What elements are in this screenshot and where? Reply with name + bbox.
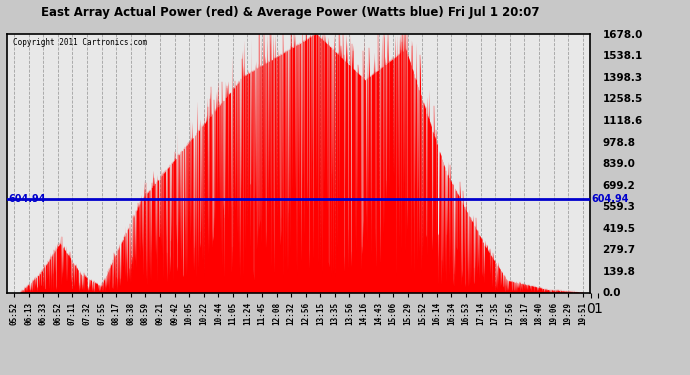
Text: Copyright 2011 Cartronics.com: Copyright 2011 Cartronics.com [12, 38, 147, 46]
Text: 604.94: 604.94 [8, 194, 46, 204]
Text: East Array Actual Power (red) & Average Power (Watts blue) Fri Jul 1 20:07: East Array Actual Power (red) & Average … [41, 6, 539, 19]
Text: 604.94: 604.94 [591, 194, 629, 204]
